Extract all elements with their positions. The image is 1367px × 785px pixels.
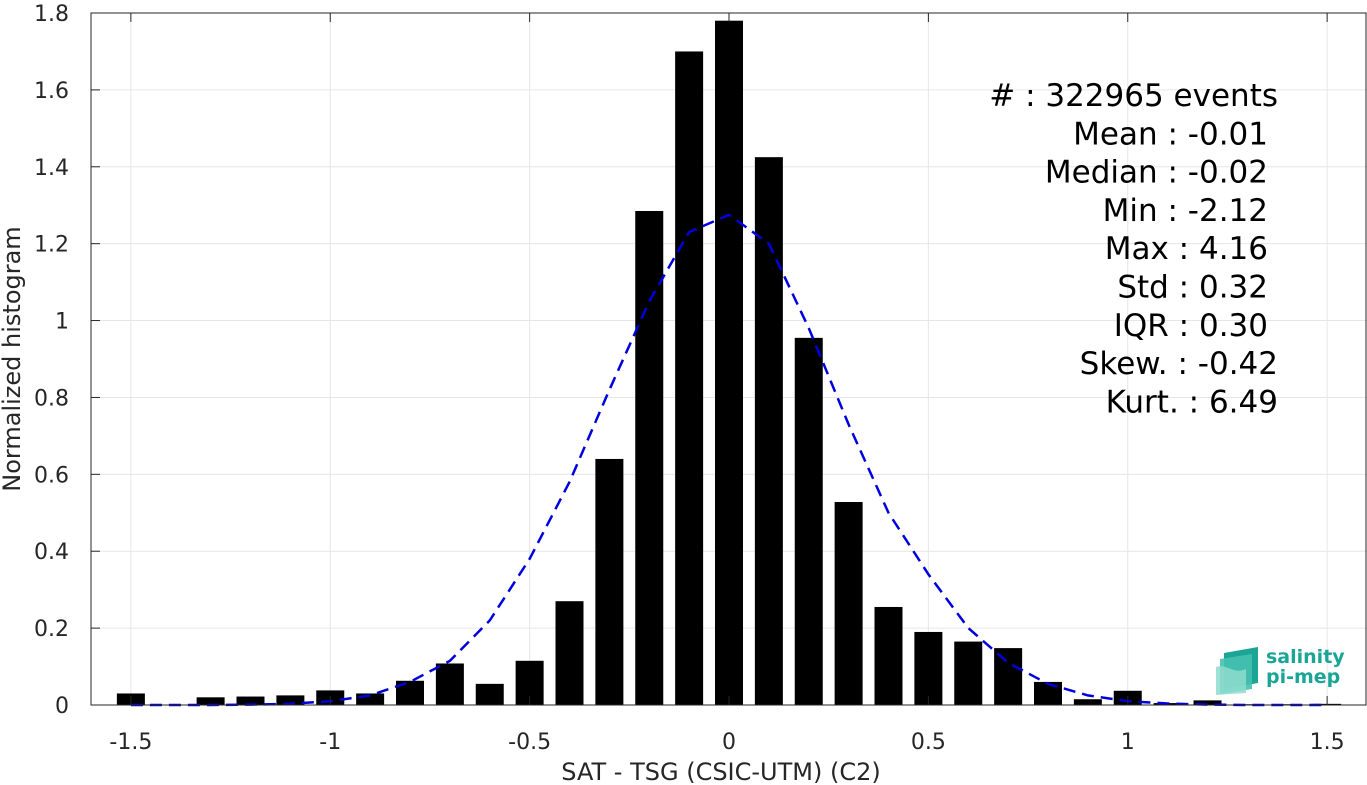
x-axis-label: SAT - TSG (CSIC-UTM) (C2)	[561, 758, 880, 785]
histogram-bar	[874, 606, 903, 705]
stat-line: Std : 0.32	[1117, 270, 1268, 306]
histogram-bar	[475, 683, 504, 705]
y-tick-label: 1.2	[34, 233, 69, 258]
stat-line: # : 322965 events	[989, 78, 1278, 114]
histogram-bar	[435, 663, 464, 705]
x-tick-label: 0	[722, 730, 736, 755]
histogram-bar	[1034, 681, 1062, 705]
histogram-bar	[715, 20, 743, 705]
histogram-bar	[555, 601, 584, 705]
histogram-bar	[236, 696, 265, 705]
histogram-bar	[954, 641, 983, 705]
histogram-bar	[356, 693, 385, 705]
x-tick-label: -1	[319, 730, 341, 755]
stat-line: Median : -0.02	[1045, 155, 1268, 191]
y-tick-label: 1.4	[34, 156, 69, 181]
y-axis-ticks: 0 0.2 0.4 0.6 0.8 1 1.2 1.4 1.6 1.8	[34, 2, 100, 719]
histogram-bar	[1073, 699, 1102, 705]
stat-line: IQR : 0.30	[1114, 308, 1268, 344]
wave-logo-icon	[1216, 647, 1258, 695]
y-tick-label: 0.6	[34, 463, 69, 488]
y-tick-label: 0.4	[34, 540, 69, 565]
histogram-bar	[196, 697, 225, 705]
histogram-bar	[994, 648, 1023, 705]
histogram-bar	[914, 631, 943, 705]
logo-line-salinity: salinity	[1266, 646, 1345, 668]
histogram-bars	[116, 20, 1342, 705]
y-tick-label: 1.8	[34, 2, 69, 27]
histogram-bar	[635, 210, 664, 705]
histogram-bar	[754, 157, 783, 705]
x-tick-label: -1.5	[109, 730, 152, 755]
y-tick-label: 0.2	[34, 617, 69, 642]
salinity-pi-mep-logo: salinity pi-mep	[1216, 645, 1346, 695]
stat-line: Mean : -0.01	[1073, 116, 1268, 152]
y-tick-label: 0.8	[34, 386, 69, 411]
stat-line: Max : 4.16	[1105, 231, 1268, 267]
histogram-bar	[595, 458, 624, 705]
logo-line-pimep: pi-mep	[1266, 666, 1341, 688]
stat-line: Kurt. : 6.49	[1106, 384, 1278, 420]
y-tick-label: 1.6	[34, 79, 69, 104]
histogram-bar	[834, 502, 863, 705]
x-tick-label: 0.5	[911, 730, 946, 755]
histogram-bar	[276, 695, 305, 705]
histogram-bar	[794, 337, 823, 705]
x-tick-label: 1	[1121, 730, 1135, 755]
y-tick-label: 1	[55, 310, 69, 335]
y-tick-label: 0	[55, 694, 69, 719]
histogram-bar	[675, 51, 704, 705]
histogram-bar	[1193, 700, 1222, 705]
x-axis-ticks: -1.5 -1 -0.5 0 0.5 1 1.5	[109, 13, 1345, 755]
y-axis-label: Normalized histogram	[0, 226, 26, 491]
stat-line: Min : -2.12	[1103, 193, 1268, 229]
x-tick-label: 1.5	[1310, 730, 1345, 755]
x-tick-label: -0.5	[508, 730, 551, 755]
stat-line: Skew. : -0.42	[1080, 346, 1278, 382]
